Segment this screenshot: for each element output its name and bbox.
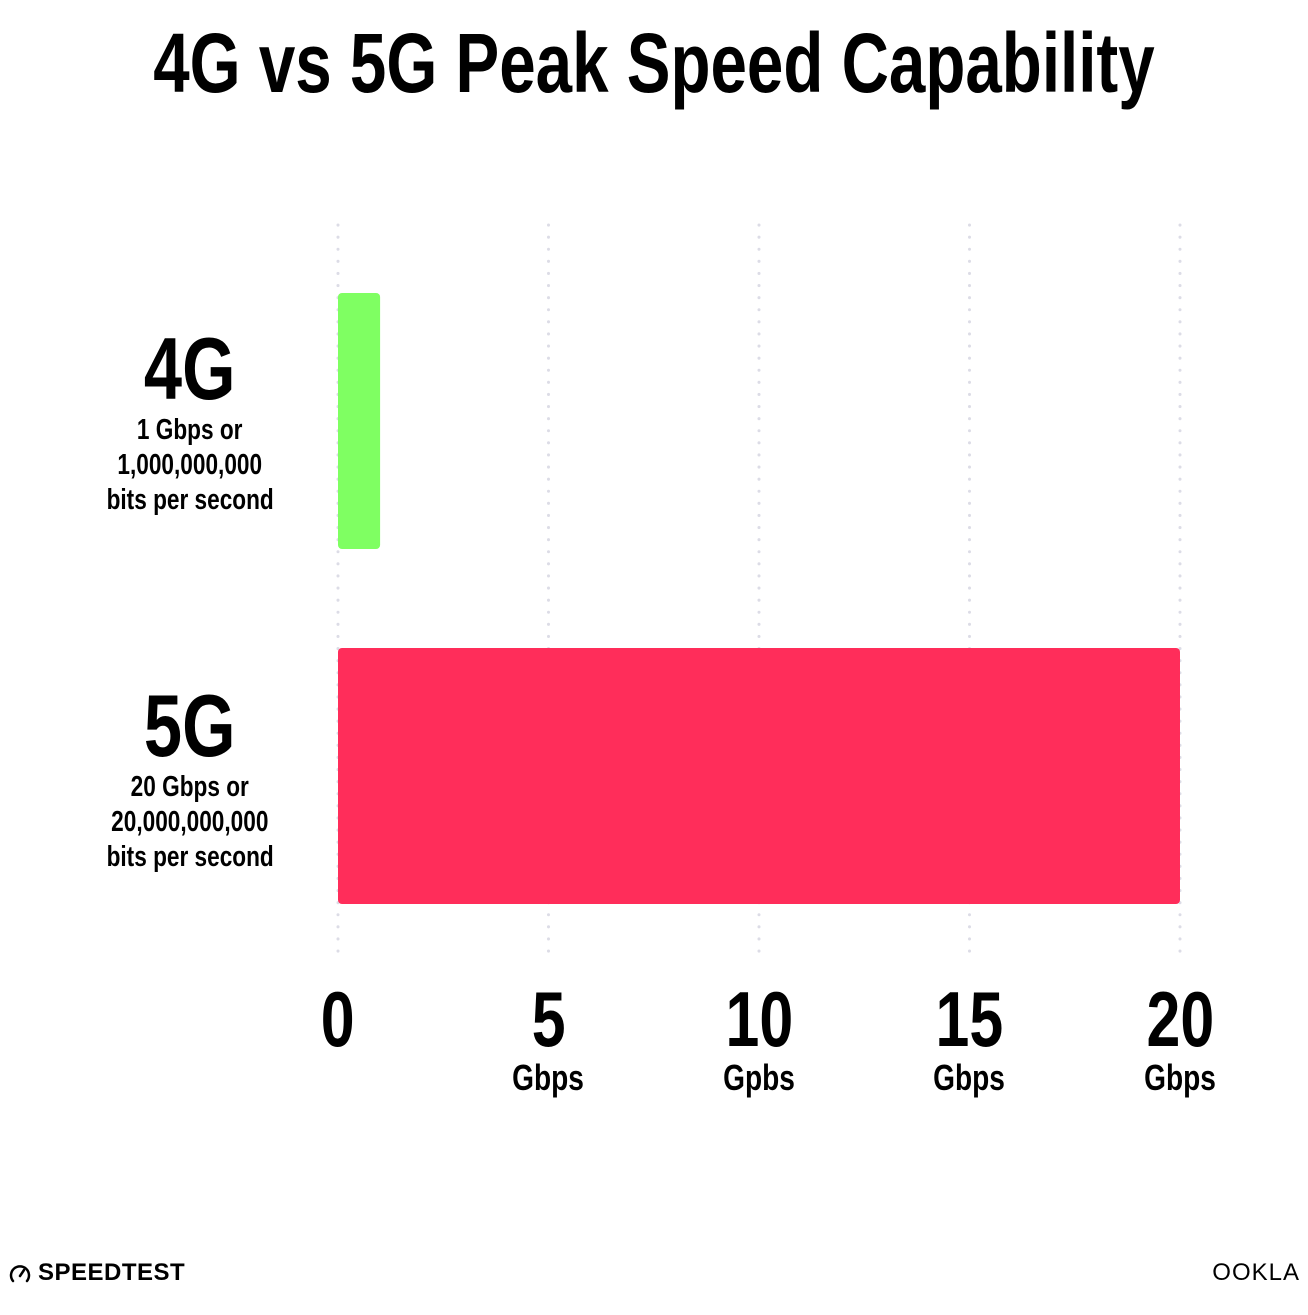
x-tick-label: 10 Gpbs xyxy=(723,975,795,1098)
x-tick-label: 20 Gbps xyxy=(1144,975,1216,1098)
chart-title: 4G vs 5G Peak Speed Capability xyxy=(153,16,1155,110)
bar-5g xyxy=(338,648,1180,904)
category-label-4g: 4G 1 Gbps or 1,000,000,000 bits per seco… xyxy=(106,319,274,517)
x-tick-label: 15 Gbps xyxy=(933,975,1006,1098)
bar-4g xyxy=(338,293,381,549)
x-tick-label: 5 Gbps xyxy=(512,975,585,1098)
ookla-logo: OOKLA xyxy=(1212,1259,1300,1286)
category-label-5g: 5G 20 Gbps or 20,000,000,000 bits per se… xyxy=(106,676,274,874)
gauge-icon xyxy=(9,1265,31,1283)
speedtest-logo: SPEEDTEST xyxy=(8,1259,185,1287)
x-tick-label: 0 xyxy=(321,975,355,1063)
